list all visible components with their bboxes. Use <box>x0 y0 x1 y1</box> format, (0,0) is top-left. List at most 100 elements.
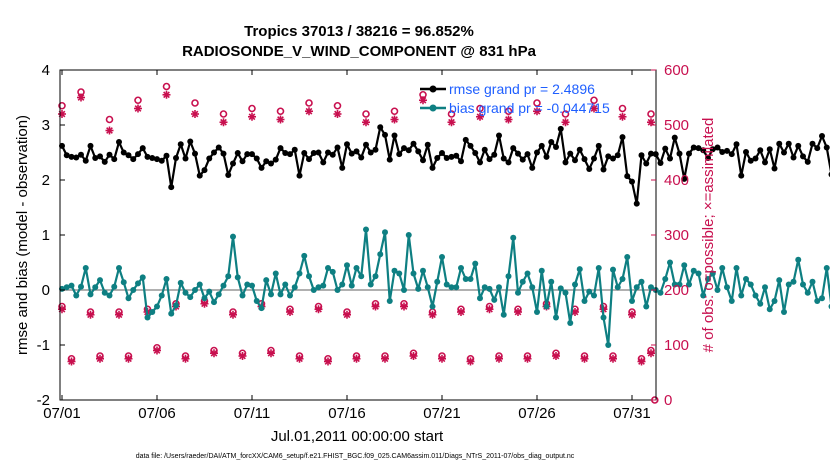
x-axis-label: Jul.01,2011 00:00:00 start <box>271 428 444 445</box>
bias-point <box>781 309 787 315</box>
obs-possible-point <box>248 104 256 113</box>
y-tick-label-left: 2 <box>42 172 50 189</box>
bias-point <box>510 234 517 241</box>
bias-point <box>500 311 507 318</box>
rmse-point <box>130 156 137 163</box>
rmse-point <box>68 153 75 160</box>
rmse-point <box>823 144 830 151</box>
rmse-point <box>353 148 360 155</box>
obs-assimilated-point <box>58 305 66 314</box>
rmse-point <box>182 155 189 162</box>
rmse-point <box>434 155 441 161</box>
rmse-point <box>396 151 403 158</box>
x-tick-label: 07/01 <box>43 405 81 422</box>
bias-point <box>662 276 669 282</box>
rmse-point <box>63 152 70 159</box>
obs-possible-point <box>134 96 142 105</box>
bias-point <box>363 226 369 233</box>
rmse-point <box>724 147 730 154</box>
bias-point <box>101 289 108 296</box>
bias-point <box>230 233 236 240</box>
bias-point <box>82 265 89 271</box>
bias-point <box>130 287 137 293</box>
rmse-point <box>272 156 279 163</box>
bias-point <box>747 281 754 288</box>
rmse-point <box>733 141 740 148</box>
bias-point <box>458 265 464 271</box>
bias-point <box>605 342 612 348</box>
bias-point <box>249 282 255 289</box>
bias-point <box>633 284 640 291</box>
obs-assimilated-point <box>86 310 95 319</box>
obs-possible-point <box>191 99 199 107</box>
rmse-point <box>762 159 768 166</box>
rmse-point <box>629 178 635 185</box>
rmse-point <box>804 158 811 165</box>
bias-point <box>187 294 194 301</box>
obs-assimilated-point <box>561 118 570 127</box>
bias-point <box>567 320 574 326</box>
rmse-point <box>301 150 308 157</box>
bias-point <box>643 303 650 310</box>
bias-point <box>657 289 664 296</box>
rmse-point <box>325 149 331 156</box>
rmse-point <box>410 140 417 147</box>
obs-possible-point <box>362 110 370 118</box>
rmse-point <box>752 155 759 162</box>
bias-point <box>752 292 759 299</box>
obs-assimilated-point <box>466 357 475 366</box>
obs-assimilated-point <box>447 118 456 127</box>
rmse-point <box>144 153 151 160</box>
rmse-point <box>553 144 559 150</box>
y-tick-label-right: 400 <box>664 172 689 189</box>
obs-assimilated-point <box>428 310 437 319</box>
rmse-point <box>239 158 246 165</box>
rmse-point <box>429 164 436 171</box>
bias-point <box>386 298 393 304</box>
rmse-point <box>538 142 545 149</box>
bias-point <box>415 285 422 292</box>
chart-title-line2: RADIOSONDE_V_WIND_COMPONENT @ 831 hPa <box>182 43 537 60</box>
bias-point <box>410 270 417 277</box>
rmse-point <box>785 140 792 147</box>
bias-point <box>111 283 118 290</box>
bias-point <box>814 298 821 304</box>
bias-point <box>144 314 151 321</box>
bias-point <box>334 287 341 293</box>
obs-assimilated-point <box>457 308 465 316</box>
rmse-point <box>225 172 232 179</box>
bias-point <box>762 284 768 291</box>
obs-assimilated-point <box>333 110 342 118</box>
bias-point <box>405 232 412 238</box>
bias-point <box>201 295 208 302</box>
chart-title-line1: Tropics 37013 / 38216 = 96.852% <box>244 23 474 40</box>
rmse-point <box>819 133 825 139</box>
bias-point <box>253 298 260 304</box>
x-tick-label: 07/11 <box>234 405 270 422</box>
bias-point <box>268 291 274 298</box>
bias-point <box>377 251 384 258</box>
rmse-point <box>344 141 350 148</box>
bias-point <box>467 276 474 282</box>
bias-point <box>434 278 441 285</box>
rmse-point <box>306 156 312 163</box>
rmse-point <box>781 149 787 156</box>
bias-point <box>496 284 502 291</box>
bias-point <box>534 309 540 315</box>
bias-point <box>158 292 165 299</box>
rmse-point <box>201 167 208 174</box>
rmse-point <box>320 159 327 166</box>
obs-assimilated-point <box>200 299 209 308</box>
rmse-point <box>211 149 217 156</box>
bias-point <box>339 281 346 288</box>
bias-point <box>344 262 350 269</box>
rmse-point <box>743 148 749 155</box>
plot-frame <box>59 69 657 401</box>
bias-point <box>315 284 322 291</box>
bias-point <box>543 303 550 310</box>
legend-rmse-label: rmse grand pr = 2.4896 <box>449 81 595 97</box>
obs-assimilated-point <box>409 352 418 360</box>
bias-point <box>491 296 498 303</box>
rmse-point <box>291 146 298 153</box>
